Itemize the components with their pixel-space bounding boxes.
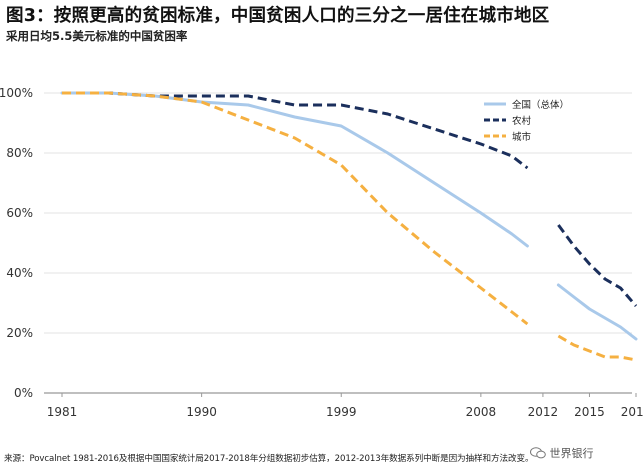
x-axis-tick-labels: 1981 1990 1999 2008 2012 2015 2018 <box>47 405 644 419</box>
series-lines <box>60 91 638 362</box>
x-tick-label: 2012 <box>528 405 559 419</box>
y-tick-label: 60% <box>6 206 33 220</box>
series-line-total <box>556 283 638 341</box>
x-tick-label: 2018 <box>621 405 644 419</box>
y-tick-label: 20% <box>6 326 33 340</box>
series-line-urban <box>62 91 529 326</box>
wechat-watermark: 世界银行 <box>528 445 596 461</box>
x-tick-label: 2015 <box>574 405 605 419</box>
legend-label: 全国（总体） <box>512 99 569 111</box>
x-tick-label: 1981 <box>47 405 78 419</box>
source-note: 来源：Povcalnet 1981-2016及根据中国国家统计局2017-201… <box>4 454 534 464</box>
y-tick-label: 0% <box>14 386 33 400</box>
wechat-icon <box>530 447 546 459</box>
chart-subtitle: 采用日均5.5美元标准的中国贫困率 <box>6 29 188 43</box>
series-line-rural <box>557 224 638 307</box>
legend-label: 农村 <box>512 115 532 127</box>
legend-label: 城市 <box>512 131 532 143</box>
y-tick-label: 80% <box>6 146 33 160</box>
y-tick-label: 100% <box>0 86 33 100</box>
watermark-text: 世界银行 <box>549 447 594 460</box>
y-axis-tick-labels: 0% 20% 40% 60% 80% 100% <box>0 86 33 400</box>
gridlines <box>44 92 637 397</box>
series-line-total <box>60 91 529 248</box>
x-tick-label: 2008 <box>466 405 497 419</box>
chart-title: 图3：按照更高的贫困标准，中国贫困人口的三分之一居住在城市地区 <box>6 6 550 26</box>
x-tick-label: 1999 <box>326 405 357 419</box>
series-line-rural <box>62 91 529 170</box>
y-tick-label: 40% <box>6 266 33 280</box>
series-line-urban <box>557 334 637 362</box>
x-tick-label: 1990 <box>186 405 217 419</box>
